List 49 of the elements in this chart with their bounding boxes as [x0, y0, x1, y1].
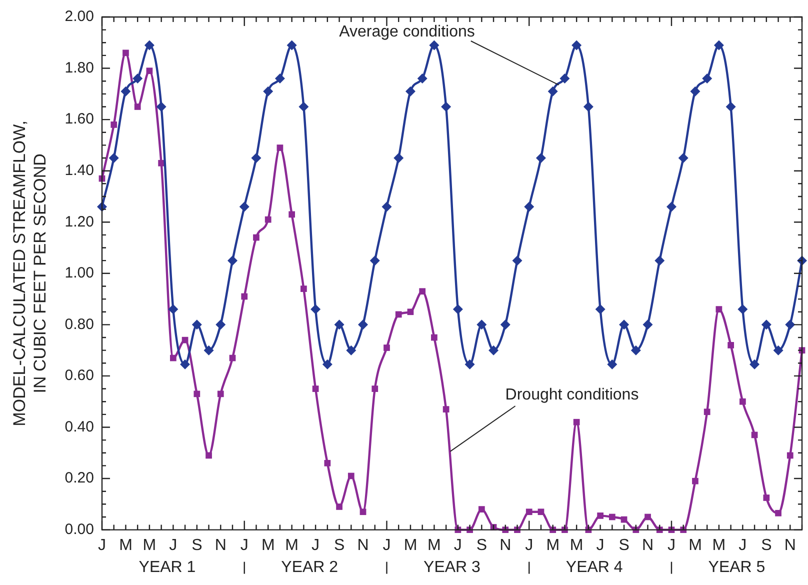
x-tick-label: M: [142, 536, 156, 554]
y-tick-label: 2.00: [64, 8, 94, 26]
x-tick-label: M: [546, 536, 560, 554]
x-tick-label: M: [285, 536, 298, 554]
text: YEAR 1: [138, 559, 196, 576]
x-tick-label: S: [618, 536, 630, 554]
y-tick-label: 0.20: [64, 470, 94, 487]
x-tick-label: M: [404, 536, 418, 554]
x-tick-label: N: [784, 536, 796, 554]
y-tick-label: 1.60: [64, 110, 94, 128]
x-tick-label: M: [688, 536, 702, 554]
x-tick-label: M: [570, 536, 584, 554]
x-tick-label: J: [454, 536, 462, 554]
x-tick-label: M: [428, 536, 441, 554]
x-tick-label: J: [240, 536, 248, 554]
x-tick-label: J: [312, 536, 320, 554]
y-tick-label: 1.20: [64, 213, 94, 230]
y-tick-label: 1.40: [64, 162, 94, 179]
series-label: Drought conditions: [505, 386, 639, 404]
x-tick-label: N: [357, 536, 369, 554]
x-tick-label: S: [192, 536, 202, 554]
x-tick-label: J: [738, 536, 747, 554]
series-label: Average conditions: [339, 23, 475, 40]
x-tick-label: S: [476, 536, 487, 554]
y-tick-label: 0.40: [64, 418, 94, 436]
x-tick-label: N: [500, 536, 512, 554]
x-tick-label: J: [382, 536, 391, 554]
text: YEAR 4: [566, 559, 623, 576]
x-tick-label: S: [334, 536, 345, 554]
x-tick-label: M: [712, 536, 726, 554]
text: YEAR 2: [281, 559, 338, 576]
text: YEAR 5: [708, 559, 766, 576]
x-tick-label: J: [667, 536, 676, 554]
x-tick-label: J: [98, 536, 106, 554]
x-tick-label: J: [596, 536, 604, 554]
x-tick-label: J: [169, 536, 178, 554]
x-tick-label: J: [525, 536, 534, 554]
x-tick-label: M: [261, 536, 275, 554]
x-tick-label: S: [761, 536, 772, 554]
y-tick-label: 1.80: [64, 59, 94, 76]
y-tick-label: 0.00: [64, 520, 94, 538]
x-tick-label: N: [214, 536, 226, 554]
x-tick-label: M: [119, 536, 132, 554]
y-tick-label: 1.00: [64, 264, 94, 282]
y-tick-label: 0.60: [64, 367, 94, 384]
y-tick-label: 0.80: [64, 316, 94, 333]
text: YEAR 3: [424, 559, 481, 576]
y-axis-title: MODEL-CALCULATED STREAMFLOW, IN CUBIC FEET PER SECOND: [10, 120, 50, 426]
x-tick-label: N: [642, 536, 654, 554]
